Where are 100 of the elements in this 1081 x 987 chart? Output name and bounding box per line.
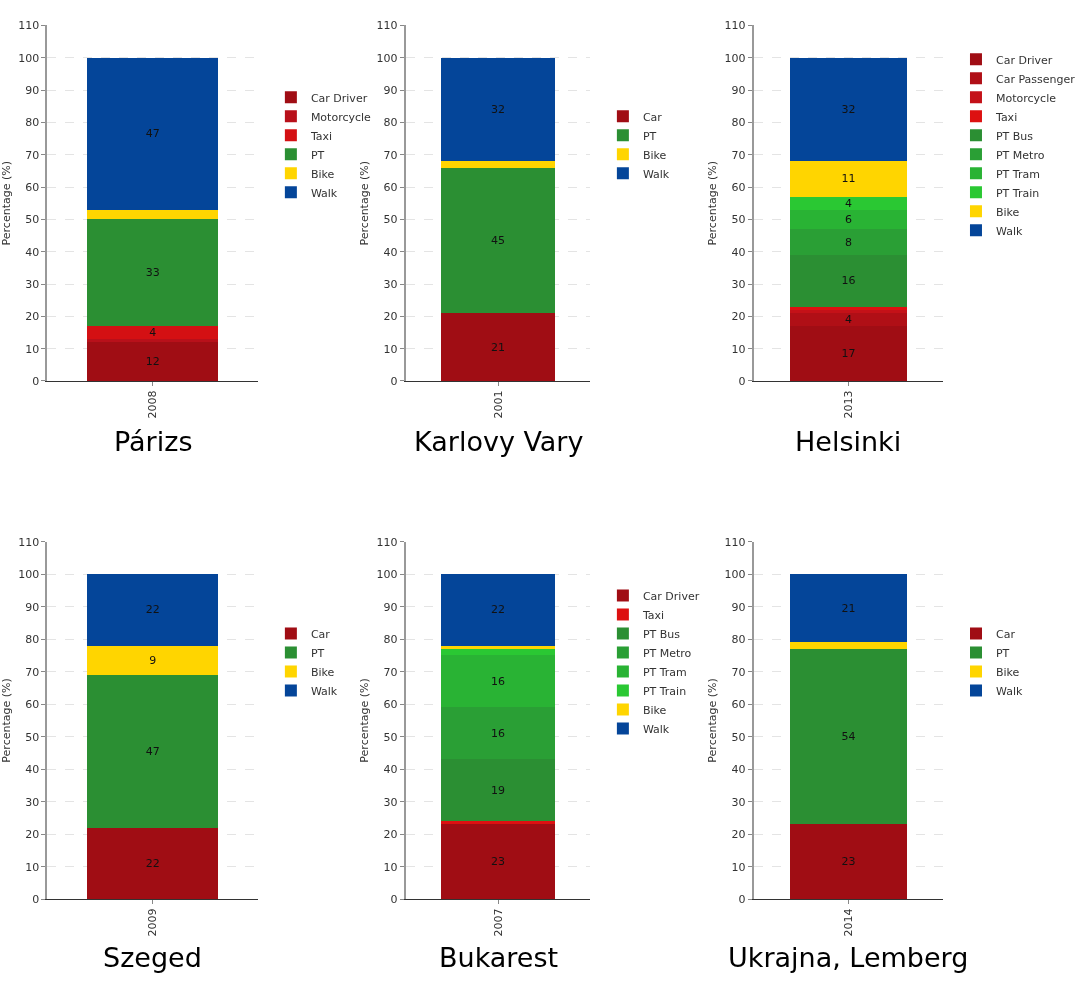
- bar: [789, 824, 908, 900]
- y-tick-label: 30: [25, 277, 40, 291]
- legend-label: PT: [310, 646, 325, 660]
- data-label: 47: [145, 127, 160, 141]
- legend-label: Bike: [310, 665, 335, 679]
- data-label: 32: [491, 103, 506, 117]
- y-tick-label: 90: [731, 83, 746, 97]
- y-tick-label: 100: [376, 51, 398, 65]
- bar: [789, 196, 908, 210]
- bar: [87, 674, 219, 828]
- data-label: 16: [841, 274, 856, 288]
- legend-label: Car Passenger: [995, 72, 1076, 86]
- y-tick-label: 110: [724, 19, 746, 33]
- bar: [87, 326, 219, 339]
- y-tick-label: 90: [383, 600, 398, 614]
- y-tick-label: 0: [390, 893, 398, 907]
- data-label: 54: [841, 730, 856, 744]
- legend-label: PT Tram: [995, 167, 1040, 181]
- y-tick-label: 100: [724, 51, 746, 65]
- y-tick-label: 50: [25, 730, 40, 744]
- y-tick-label: 90: [383, 83, 398, 97]
- bar: [440, 574, 556, 646]
- legend-label: Car: [995, 627, 1016, 641]
- bar: [789, 209, 908, 230]
- legend-label: PT Tram: [642, 665, 687, 679]
- text: Ukrajna, Lemberg: [728, 942, 969, 973]
- bar: [440, 167, 556, 314]
- y-tick-label: 70: [383, 148, 398, 162]
- y-tick-label: 50: [25, 213, 40, 227]
- bar: [440, 161, 556, 168]
- data-label: 8: [844, 235, 852, 249]
- y-tick-label: 60: [731, 180, 746, 194]
- bar: [789, 309, 908, 314]
- legend-label: Taxi: [309, 129, 333, 143]
- y-tick-label: 50: [731, 213, 746, 227]
- bar: [87, 338, 219, 343]
- y-axis-title: Percentage (%): [357, 161, 371, 246]
- bar: [789, 642, 908, 649]
- y-tick-label: 30: [731, 795, 746, 809]
- y-tick-label: 70: [731, 665, 746, 679]
- text: Bukarest: [439, 942, 559, 973]
- y-tick-label: 50: [731, 730, 746, 744]
- y-tick-label: 40: [731, 763, 746, 777]
- y-tick-label: 80: [25, 633, 40, 647]
- bar: [87, 209, 219, 220]
- y-tick-label: 100: [18, 51, 40, 65]
- y-tick-label: 10: [731, 342, 746, 356]
- y-tick-label: 70: [25, 665, 40, 679]
- data-label: 45: [491, 233, 506, 247]
- y-tick-label: 0: [32, 374, 40, 388]
- legend-label: Taxi: [994, 110, 1018, 124]
- y-tick-label: 70: [25, 148, 40, 162]
- bar: [87, 342, 219, 381]
- bar: [440, 707, 556, 760]
- bar: [440, 821, 556, 825]
- y-axis-title: Percentage (%): [0, 678, 13, 763]
- bar: [440, 655, 556, 708]
- bar: [789, 326, 908, 381]
- legend-label: Car: [642, 110, 663, 124]
- y-tick-label: 0: [32, 893, 40, 907]
- y-tick-label: 10: [25, 342, 40, 356]
- y-tick-label: 110: [724, 535, 746, 549]
- data-label: 4: [844, 313, 852, 327]
- y-axis-title: Percentage (%): [0, 161, 13, 246]
- bar: [440, 759, 556, 822]
- data-label: 22: [145, 856, 160, 870]
- y-tick-label: 0: [738, 893, 746, 907]
- legend-label: Walk: [995, 684, 1023, 698]
- legend-label: Walk: [310, 684, 338, 698]
- data-label: 4: [149, 326, 157, 340]
- legend-label: Walk: [995, 224, 1023, 238]
- legend-label: Bike: [642, 703, 667, 717]
- y-tick-label: 20: [731, 310, 746, 324]
- legend-label: Bike: [642, 148, 667, 162]
- data-label: 22: [145, 603, 160, 617]
- legend-label: Bike: [995, 205, 1020, 219]
- y-tick-label: 80: [731, 116, 746, 130]
- y-tick-label: 20: [25, 828, 40, 842]
- y-tick-label: 80: [383, 633, 398, 647]
- bar: [789, 254, 908, 307]
- y-tick-label: 40: [25, 245, 40, 259]
- x-tick-label: 2009: [146, 908, 160, 937]
- bar: [789, 161, 908, 197]
- y-axis-title: Percentage (%): [705, 678, 719, 763]
- data-label: 4: [844, 196, 852, 210]
- data-label: 33: [145, 266, 160, 280]
- y-tick-label: 0: [738, 374, 746, 388]
- legend-label: Walk: [642, 722, 670, 736]
- y-tick-label: 10: [25, 860, 40, 874]
- y-tick-label: 40: [25, 763, 40, 777]
- y-tick-label: 70: [731, 148, 746, 162]
- legend-label: PT Train: [995, 186, 1040, 200]
- y-tick-label: 70: [383, 665, 398, 679]
- bar: [87, 645, 219, 675]
- y-tick-label: 30: [383, 277, 398, 291]
- y-tick-label: 100: [376, 568, 398, 582]
- y-axis-title: Percentage (%): [705, 161, 719, 246]
- bar: [87, 574, 219, 646]
- legend-label: Car: [310, 627, 331, 641]
- y-tick-label: 110: [376, 19, 398, 33]
